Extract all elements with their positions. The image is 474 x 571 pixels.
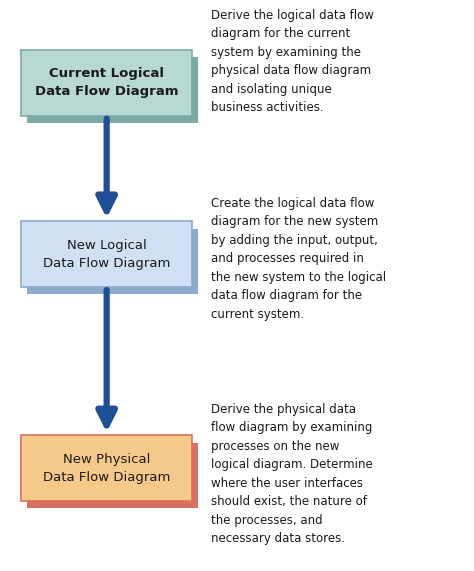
FancyBboxPatch shape (21, 436, 192, 501)
Text: Derive the logical data flow
diagram for the current
system by examining the
phy: Derive the logical data flow diagram for… (211, 9, 374, 114)
FancyBboxPatch shape (21, 50, 192, 115)
FancyBboxPatch shape (21, 221, 192, 287)
Text: New Logical
Data Flow Diagram: New Logical Data Flow Diagram (43, 239, 170, 270)
Text: Create the logical data flow
diagram for the new system
by adding the input, out: Create the logical data flow diagram for… (211, 197, 386, 321)
Text: Current Logical
Data Flow Diagram: Current Logical Data Flow Diagram (35, 67, 178, 98)
Text: Derive the physical data
flow diagram by examining
processes on the new
logical : Derive the physical data flow diagram by… (211, 403, 373, 545)
FancyBboxPatch shape (27, 228, 198, 294)
FancyBboxPatch shape (27, 57, 198, 123)
FancyBboxPatch shape (27, 443, 198, 508)
Text: New Physical
Data Flow Diagram: New Physical Data Flow Diagram (43, 453, 170, 484)
